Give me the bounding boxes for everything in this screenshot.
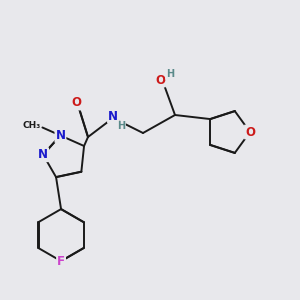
Text: N: N bbox=[38, 148, 48, 161]
Text: O: O bbox=[155, 74, 165, 86]
Text: O: O bbox=[245, 125, 255, 139]
Text: CH₃: CH₃ bbox=[22, 121, 40, 130]
Text: N: N bbox=[108, 110, 118, 122]
Text: N: N bbox=[56, 129, 65, 142]
Text: F: F bbox=[57, 255, 65, 268]
Text: O: O bbox=[71, 97, 81, 110]
Text: H: H bbox=[166, 69, 174, 79]
Text: H: H bbox=[117, 121, 125, 131]
